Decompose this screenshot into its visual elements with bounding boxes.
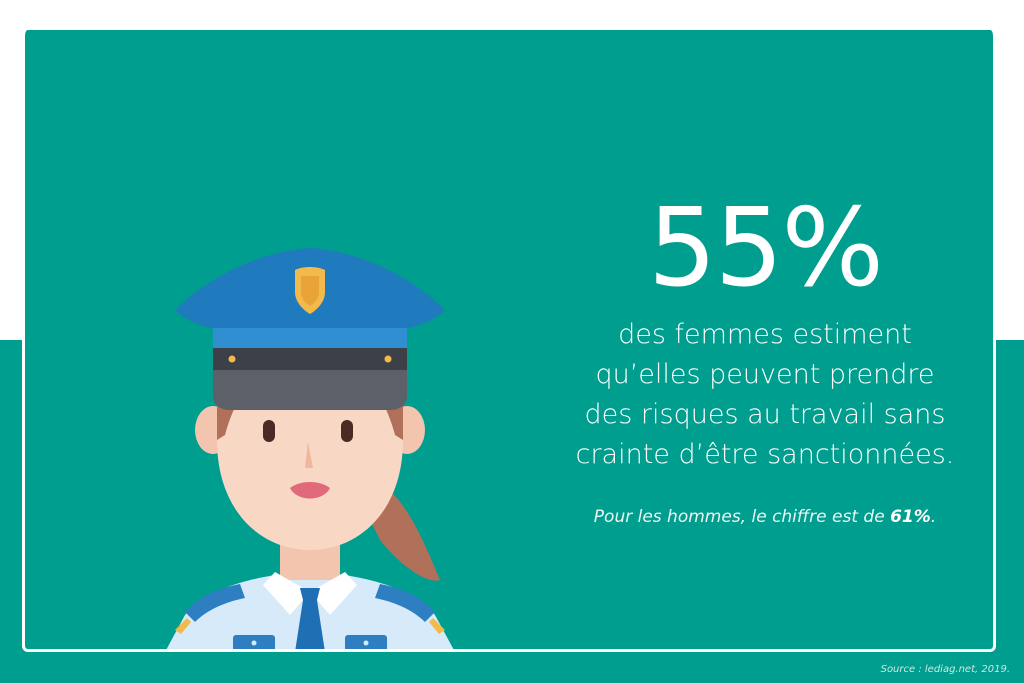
description-line: des risques au travail sans <box>584 399 946 430</box>
infographic-card: 55% des femmes estiment qu’elles peuvent… <box>22 30 996 652</box>
source-credit: Source : lediag.net, 2019. <box>880 664 1010 675</box>
comparison-note: Pour les hommes, le chiffre est de 61%. <box>545 507 985 527</box>
stat-description: des femmes estiment qu’elles peuvent pre… <box>545 315 985 475</box>
note-value: 61% <box>890 507 931 527</box>
card-top-edge <box>25 30 993 34</box>
description-line: crainte d’être sanctionnées. <box>575 439 955 470</box>
note-suffix: . <box>930 507 937 527</box>
description-line: qu’elles peuvent prendre <box>595 359 935 390</box>
stat-value: 55% <box>647 186 884 311</box>
note-prefix: Pour les hommes, le chiffre est de <box>593 507 891 527</box>
description-line: des femmes estiment <box>618 319 912 350</box>
stat-block: 55% des femmes estiment qu’elles peuvent… <box>545 186 985 528</box>
policewoman-icon <box>166 248 454 649</box>
